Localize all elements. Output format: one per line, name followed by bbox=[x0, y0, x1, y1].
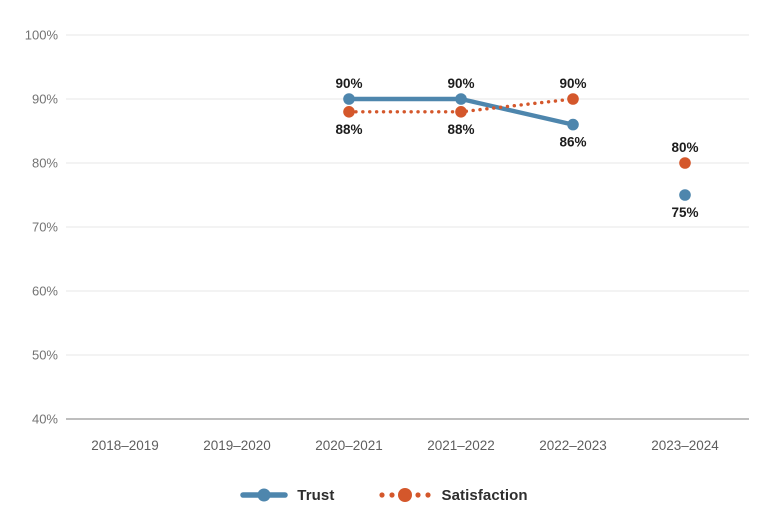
chart-legend: Trust Satisfaction bbox=[0, 478, 768, 512]
x-tick-label: 2019–2020 bbox=[203, 438, 271, 453]
data-label: 80% bbox=[671, 140, 698, 155]
legend-item-satisfaction[interactable]: Satisfaction bbox=[378, 486, 528, 504]
trust-point bbox=[343, 93, 355, 105]
y-tick-label: 80% bbox=[32, 156, 58, 171]
x-tick-label: 2018–2019 bbox=[91, 438, 159, 453]
data-label: 88% bbox=[447, 122, 474, 137]
y-tick-label: 70% bbox=[32, 220, 58, 235]
x-tick-label: 2021–2022 bbox=[427, 438, 495, 453]
satisfaction-point bbox=[679, 157, 691, 169]
x-tick-label: 2023–2024 bbox=[651, 438, 719, 453]
trust-point bbox=[455, 93, 467, 105]
data-label: 90% bbox=[335, 76, 362, 91]
legend-item-trust[interactable]: Trust bbox=[240, 487, 334, 504]
y-tick-label: 40% bbox=[32, 412, 58, 427]
data-label: 88% bbox=[335, 122, 362, 137]
y-tick-label: 100% bbox=[25, 28, 59, 43]
satisfaction-line-swatch bbox=[379, 488, 432, 502]
trust-point bbox=[567, 118, 579, 131]
x-tick-label: 2020–2021 bbox=[315, 438, 383, 453]
legend-label-trust: Trust bbox=[297, 486, 335, 504]
y-tick-label: 90% bbox=[32, 92, 58, 107]
trust-line-swatch bbox=[240, 488, 289, 502]
data-label: 90% bbox=[559, 76, 586, 91]
data-label: 75% bbox=[671, 205, 698, 220]
legend-label-satisfaction: Satisfaction bbox=[441, 486, 528, 504]
satisfaction-point bbox=[343, 106, 355, 118]
y-tick-label: 60% bbox=[32, 284, 58, 299]
y-tick-label: 50% bbox=[32, 348, 58, 363]
data-label: 90% bbox=[447, 76, 474, 91]
data-label: 86% bbox=[559, 135, 586, 150]
satisfaction-point bbox=[567, 93, 579, 105]
trust-point bbox=[679, 189, 691, 201]
satisfaction-point bbox=[455, 106, 467, 118]
x-tick-label: 2022–2023 bbox=[539, 438, 607, 453]
